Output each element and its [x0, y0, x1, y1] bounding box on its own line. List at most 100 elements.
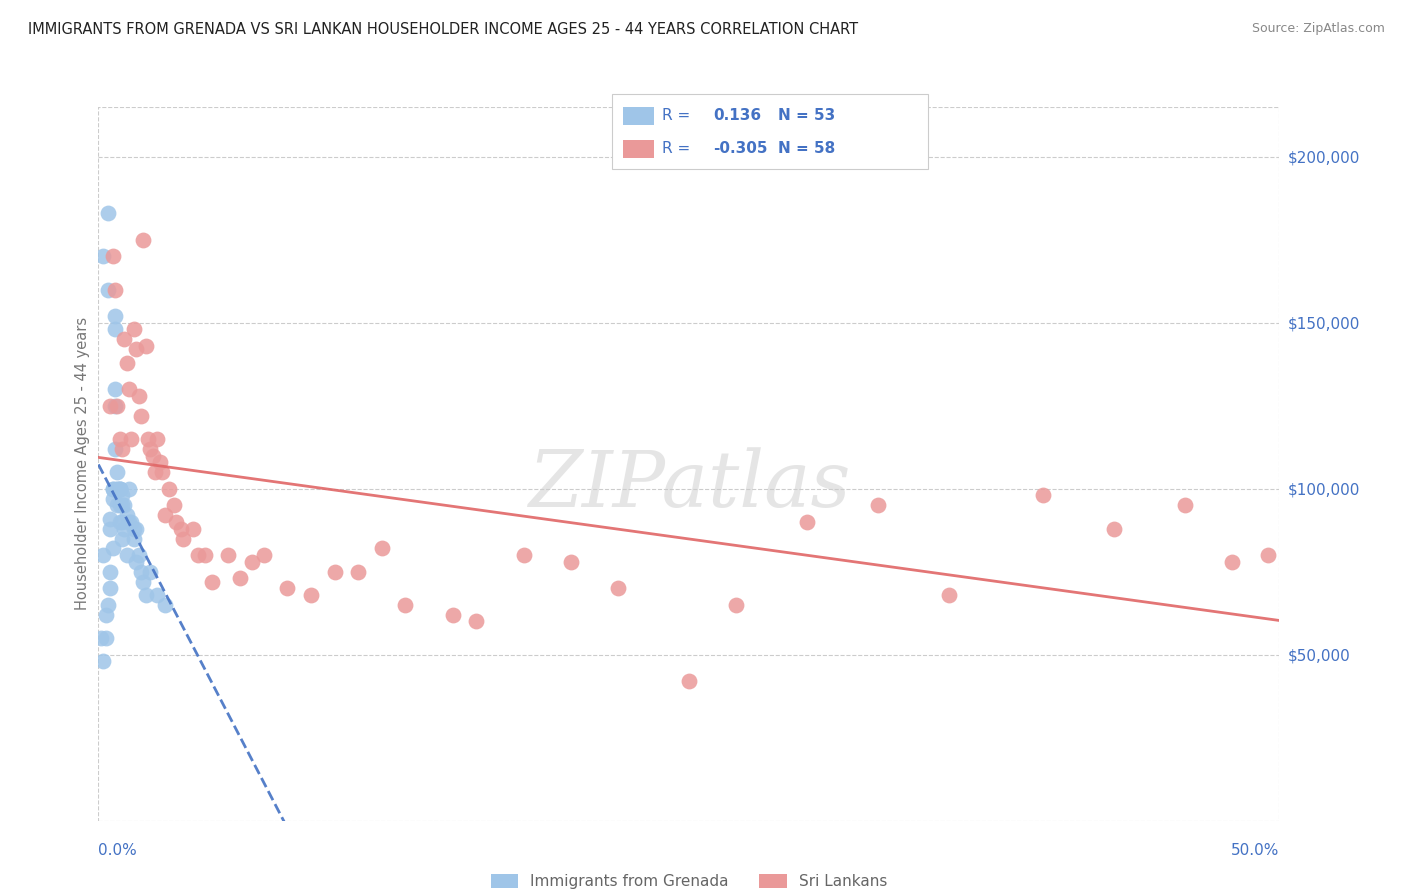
Point: [105, 482, 128, 496]
Point: [132, 574, 155, 589]
Point: [108, 482, 131, 496]
Text: -0.305: -0.305: [713, 142, 768, 156]
Point: [276, 582, 298, 596]
Y-axis label: Householder Income Ages 25 - 44 years: Householder Income Ages 25 - 44 years: [75, 318, 90, 610]
Point: [1102, 522, 1125, 536]
Point: [94, 607, 117, 622]
Point: [149, 455, 172, 469]
Point: [678, 674, 700, 689]
Point: [104, 382, 127, 396]
Point: [101, 541, 124, 556]
Point: [108, 499, 131, 513]
Point: [104, 322, 127, 336]
Point: [105, 399, 128, 413]
Point: [104, 283, 127, 297]
Point: [105, 465, 128, 479]
Text: R =: R =: [662, 142, 690, 156]
Point: [90, 631, 112, 645]
Point: [97, 283, 120, 297]
Point: [201, 574, 224, 589]
Point: [122, 522, 145, 536]
Point: [1032, 488, 1054, 502]
Point: [111, 442, 134, 456]
Point: [170, 522, 193, 536]
Point: [105, 482, 128, 496]
Point: [299, 588, 322, 602]
Point: [112, 499, 135, 513]
Text: R =: R =: [662, 109, 690, 123]
Point: [371, 541, 394, 556]
Point: [91, 654, 114, 668]
Point: [172, 532, 194, 546]
Point: [111, 488, 134, 502]
Point: [98, 399, 121, 413]
Point: [98, 511, 121, 525]
Point: [125, 555, 148, 569]
Point: [146, 588, 169, 602]
Point: [91, 548, 114, 562]
Point: [128, 548, 150, 562]
Point: [394, 598, 416, 612]
Point: [111, 532, 134, 546]
Text: Source: ZipAtlas.com: Source: ZipAtlas.com: [1251, 22, 1385, 36]
Point: [101, 491, 124, 506]
Point: [181, 522, 204, 536]
Point: [347, 565, 370, 579]
Point: [111, 515, 134, 529]
Point: [108, 482, 131, 496]
Legend: Immigrants from Grenada, Sri Lankans: Immigrants from Grenada, Sri Lankans: [485, 868, 893, 892]
Point: [512, 548, 534, 562]
Point: [135, 588, 157, 602]
Point: [217, 548, 239, 562]
Point: [725, 598, 748, 612]
Point: [118, 382, 141, 396]
Point: [229, 571, 252, 585]
Point: [129, 409, 152, 423]
Point: [938, 588, 960, 602]
Point: [142, 449, 165, 463]
Text: ZIPatlas: ZIPatlas: [527, 447, 851, 524]
Point: [104, 309, 127, 323]
Point: [560, 555, 582, 569]
Point: [98, 582, 121, 596]
Point: [129, 565, 152, 579]
Text: 50.0%: 50.0%: [1232, 843, 1279, 858]
Text: IMMIGRANTS FROM GRENADA VS SRI LANKAN HOUSEHOLDER INCOME AGES 25 - 44 YEARS CORR: IMMIGRANTS FROM GRENADA VS SRI LANKAN HO…: [28, 22, 858, 37]
Point: [108, 432, 131, 446]
Point: [136, 432, 159, 446]
Text: N = 53: N = 53: [778, 109, 835, 123]
Point: [1174, 499, 1197, 513]
Point: [121, 432, 143, 446]
Point: [146, 432, 169, 446]
Point: [94, 631, 117, 645]
Point: [135, 339, 157, 353]
Point: [122, 532, 145, 546]
Point: [187, 548, 209, 562]
Point: [143, 465, 166, 479]
Point: [150, 465, 173, 479]
Point: [111, 499, 134, 513]
Point: [139, 565, 162, 579]
Text: 0.136: 0.136: [713, 109, 761, 123]
Point: [101, 249, 124, 263]
Point: [101, 482, 124, 496]
Point: [153, 598, 176, 612]
Point: [866, 499, 889, 513]
Text: 0.0%: 0.0%: [98, 843, 138, 858]
Point: [465, 615, 488, 629]
Point: [607, 582, 630, 596]
Point: [165, 515, 187, 529]
Point: [253, 548, 276, 562]
Point: [108, 482, 131, 496]
Point: [97, 598, 120, 612]
Point: [104, 442, 127, 456]
Point: [125, 343, 148, 357]
Point: [98, 565, 121, 579]
Point: [118, 515, 141, 529]
Point: [1257, 548, 1279, 562]
Point: [97, 206, 120, 220]
Point: [157, 482, 180, 496]
Point: [323, 565, 346, 579]
Point: [139, 442, 162, 456]
Point: [132, 233, 155, 247]
